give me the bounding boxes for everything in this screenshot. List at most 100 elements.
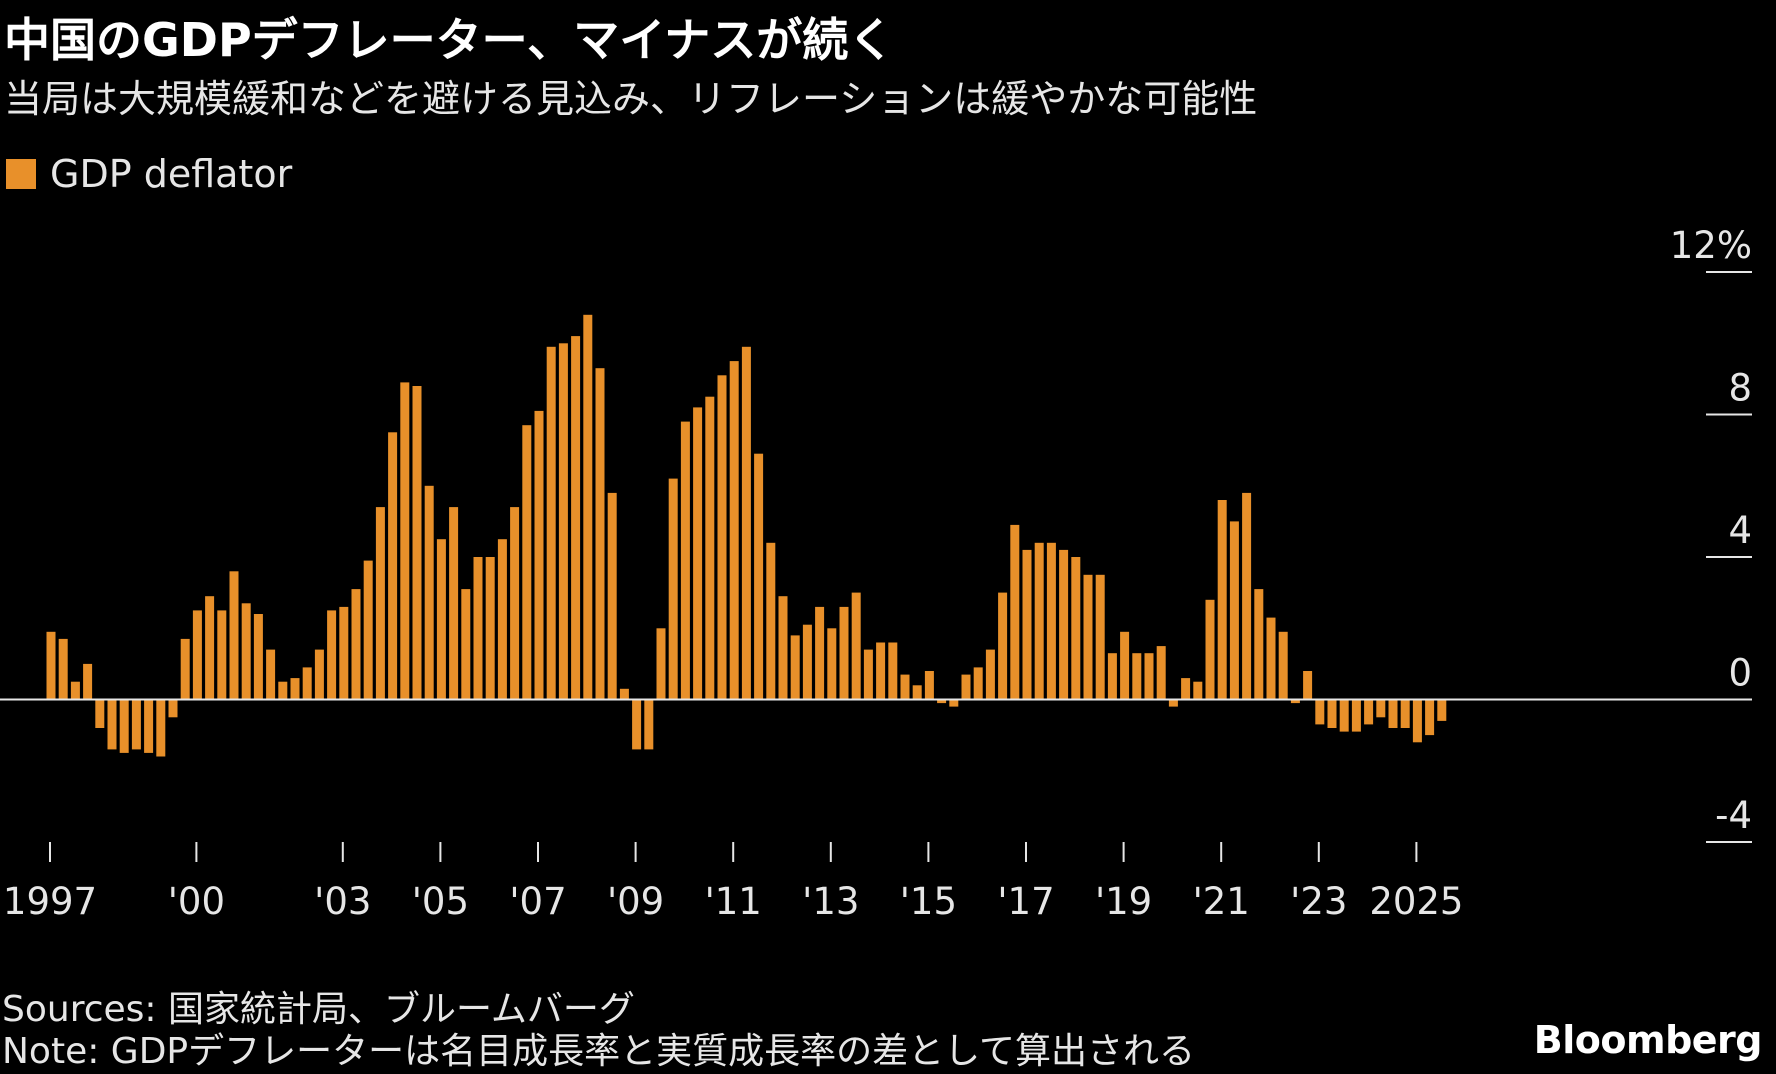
bar xyxy=(522,425,532,700)
bar xyxy=(863,649,873,700)
bar xyxy=(900,674,910,700)
bar xyxy=(656,628,666,700)
bar xyxy=(339,606,349,700)
y-tick-label: 4 xyxy=(1728,509,1752,552)
y-tick-label: -4 xyxy=(1715,794,1752,837)
bar xyxy=(314,649,324,700)
x-tick-label: '03 xyxy=(314,880,371,923)
bar xyxy=(1327,699,1337,728)
bar xyxy=(1437,699,1447,721)
bar xyxy=(351,589,361,700)
bar xyxy=(1010,524,1020,700)
bar xyxy=(388,432,398,700)
bar xyxy=(1290,699,1300,704)
bar xyxy=(632,699,642,750)
bar xyxy=(815,606,825,700)
x-tick-label: '15 xyxy=(900,880,957,923)
y-tick-label: 8 xyxy=(1728,367,1752,410)
bar xyxy=(400,382,410,700)
chart-title: 中国のGDPデフレーター、マイナスが続く xyxy=(4,13,895,67)
bar xyxy=(58,638,68,700)
bar xyxy=(1400,699,1410,728)
bar xyxy=(1205,599,1215,700)
bar xyxy=(449,507,459,700)
bar xyxy=(229,571,239,700)
bar xyxy=(327,610,337,700)
sources-note: Sources: 国家統計局、ブルームバーグ xyxy=(2,989,635,1030)
bar xyxy=(1193,681,1203,700)
bar xyxy=(131,699,141,750)
bar xyxy=(217,610,227,700)
bar xyxy=(253,614,263,700)
bar xyxy=(180,638,190,700)
bar xyxy=(266,649,276,700)
bar xyxy=(1254,589,1264,700)
bar xyxy=(412,386,422,700)
x-tick-label: '13 xyxy=(802,880,859,923)
bar xyxy=(1388,699,1398,728)
bar xyxy=(949,699,959,707)
x-tick-label: '21 xyxy=(1193,880,1250,923)
bar xyxy=(375,507,385,700)
bar xyxy=(924,671,934,700)
legend-swatch xyxy=(6,159,36,189)
bar xyxy=(497,539,507,700)
bar xyxy=(510,507,520,700)
x-tick-label: '19 xyxy=(1095,880,1152,923)
bar xyxy=(46,631,56,700)
bar xyxy=(1303,671,1313,700)
bar xyxy=(119,699,129,753)
bar xyxy=(937,699,947,704)
bar xyxy=(619,688,629,700)
bar xyxy=(1168,699,1178,707)
bar xyxy=(839,606,849,700)
bar xyxy=(680,421,690,700)
bar xyxy=(156,699,166,757)
bar xyxy=(668,478,678,700)
bar xyxy=(485,557,495,700)
bar xyxy=(1083,574,1093,700)
bar xyxy=(1181,678,1191,700)
x-tick-label: '11 xyxy=(705,880,762,923)
bar xyxy=(1132,653,1142,700)
bar xyxy=(1364,699,1374,725)
bar xyxy=(912,685,922,700)
bar xyxy=(144,699,154,753)
y-tick-label: 0 xyxy=(1728,652,1752,695)
bar xyxy=(973,667,983,700)
bloomberg-logo: Bloomberg xyxy=(1533,1018,1763,1062)
legend-label: GDP deflator xyxy=(50,152,293,196)
x-tick-label: '07 xyxy=(509,880,566,923)
bar xyxy=(1071,557,1081,700)
footnote: Note: GDPデフレーターは名目成長率と実質成長率の差として算出される xyxy=(2,1031,1196,1072)
bar xyxy=(424,485,434,700)
x-tick-label: '17 xyxy=(997,880,1054,923)
bar xyxy=(888,642,898,700)
bar-chart: 12% 8 4 0 -4 1997 '00 '03 '05 '07 '09 '11 '13 '15 '17… xyxy=(0,224,1752,923)
bar xyxy=(1229,521,1239,700)
chart-subtitle: 当局は大規模緩和などを避ける見込み、リフレーションは緩やかな可能性 xyxy=(4,77,1258,121)
bar xyxy=(83,663,93,700)
bar xyxy=(1156,646,1166,700)
bar xyxy=(1046,542,1056,700)
bar xyxy=(705,396,715,700)
bar xyxy=(1022,549,1032,700)
bar xyxy=(168,699,178,718)
bar xyxy=(790,635,800,700)
bar xyxy=(595,368,605,700)
bar xyxy=(1425,699,1435,736)
bar xyxy=(754,453,764,700)
bar xyxy=(985,649,995,700)
bar xyxy=(1107,653,1117,700)
x-tick-label: '05 xyxy=(412,880,469,923)
bar xyxy=(961,674,971,700)
bar xyxy=(998,592,1008,700)
y-axis: 12% 8 4 0 -4 xyxy=(1670,224,1752,843)
bar xyxy=(363,560,373,700)
bar xyxy=(729,361,739,700)
bar xyxy=(1315,699,1325,725)
bar xyxy=(70,681,80,700)
legend: GDP deflator xyxy=(6,152,292,196)
bar xyxy=(607,492,617,700)
y-tick-label: 12% xyxy=(1670,224,1752,267)
